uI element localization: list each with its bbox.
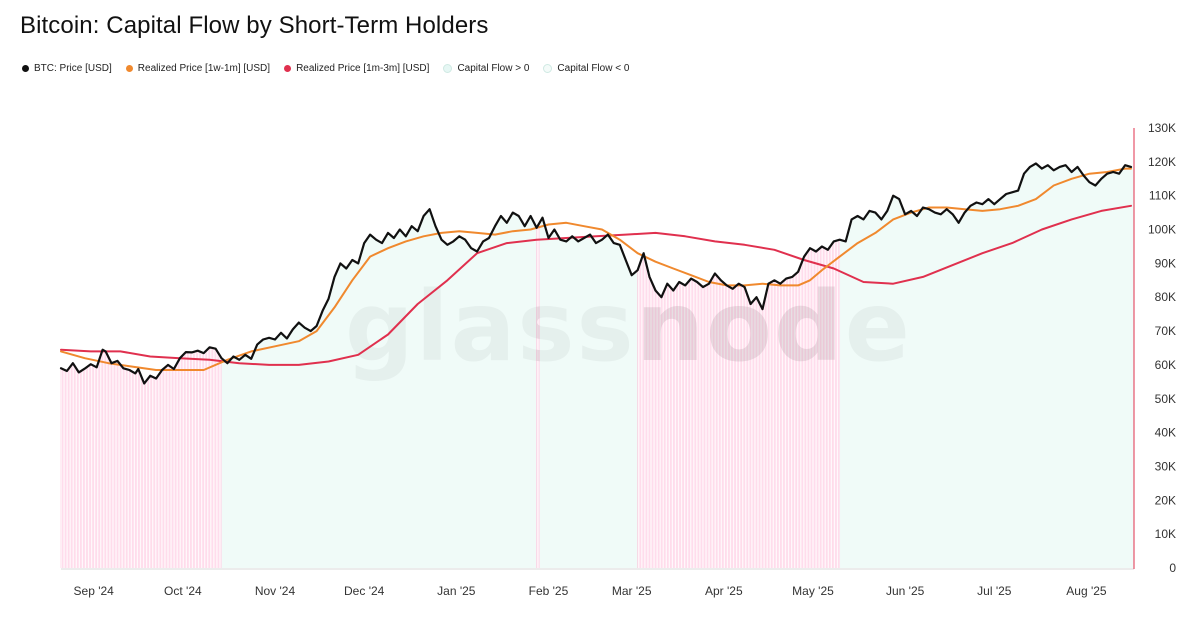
y-tick-label: 90K [1155, 256, 1176, 270]
legend-swatch-realized-1w-1m [125, 65, 133, 72]
y-tick-label: 40K [1155, 426, 1176, 440]
x-tick-label: Jul '25 [977, 584, 1012, 598]
y-tick-label: 130K [1148, 121, 1176, 135]
y-tick-label: 0 [1169, 561, 1176, 575]
x-tick-label: Sep '24 [74, 584, 115, 598]
chart-legend: BTC: Price [USD] Realized Price [1w-1m] … [22, 63, 629, 74]
legend-label-capital-flow-positive: Capital Flow > 0 [457, 63, 530, 74]
x-tick-label: Apr '25 [705, 584, 743, 598]
x-axis-ticks: Sep '24 Oct '24 Nov '24 Dec '24 Jan '25 Feb '… [74, 584, 1107, 598]
btc-price-line [59, 162, 1133, 385]
legend-label-realized-1m-3m: Realized Price [1m-3m] [USD] [296, 63, 430, 74]
legend-item-btc-price[interactable]: BTC: Price [USD] [22, 63, 112, 74]
y-tick-label: 50K [1155, 392, 1176, 406]
y-tick-label: 80K [1155, 290, 1176, 304]
x-tick-label: Aug '25 [1066, 584, 1107, 598]
y-tick-label: 60K [1155, 358, 1176, 372]
legend-item-capital-flow-positive[interactable]: Capital Flow > 0 [443, 63, 529, 74]
y-tick-label: 10K [1155, 527, 1176, 541]
axes-layer [61, 128, 1135, 570]
capital-flow-positive-area-3 [539, 217, 638, 568]
realized-price-1w-1m-line [60, 167, 1132, 371]
legend-label-btc-price: BTC: Price [USD] [34, 63, 112, 74]
legend-item-realized-1m-3m[interactable]: Realized Price [1m-3m] [USD] [284, 63, 429, 74]
x-tick-label: May '25 [792, 584, 834, 598]
capital-flow-positive-area-5 [839, 163, 1134, 569]
y-tick-label: 20K [1155, 493, 1176, 507]
realized-price-1m-3m-line [60, 204, 1132, 366]
legend-item-realized-1w-1m[interactable]: Realized Price [1w-1m] [USD] [125, 63, 271, 74]
legend-swatch-realized-1m-3m [284, 65, 292, 72]
legend-swatch-capital-flow-positive [443, 64, 453, 73]
chart-title: Bitcoin: Capital Flow by Short-Term Hold… [20, 12, 489, 39]
capital-flow-layer [60, 163, 1134, 569]
x-tick-label: Nov '24 [255, 584, 296, 598]
y-tick-label: 110K [1149, 189, 1176, 203]
y-tick-label: 120K [1148, 155, 1176, 169]
legend-label-realized-1w-1m: Realized Price [1w-1m] [USD] [137, 63, 271, 74]
y-axis-ticks: 0 10K 20K 30K 40K 50K 60K 70K 80K 90K 100K 110K 120K… [1148, 121, 1176, 575]
capital-flow-positive-area-1 [221, 209, 537, 568]
legend-item-capital-flow-negative[interactable]: Capital Flow < 0 [543, 63, 629, 74]
y-tick-label: 100K [1148, 223, 1176, 237]
capital-flow-negative-group-4 [637, 239, 841, 568]
x-tick-label: Oct '24 [164, 584, 202, 598]
x-tick-label: Dec '24 [344, 584, 385, 598]
legend-swatch-btc-price [22, 65, 29, 72]
y-tick-label: 70K [1155, 324, 1176, 338]
series-layer [59, 162, 1133, 385]
legend-swatch-capital-flow-negative [543, 64, 553, 73]
legend-label-capital-flow-negative: Capital Flow < 0 [557, 63, 630, 74]
x-tick-label: Jun '25 [886, 584, 925, 598]
x-tick-label: Feb '25 [529, 584, 569, 598]
x-tick-label: Mar '25 [612, 584, 652, 598]
x-tick-label: Jan '25 [437, 584, 476, 598]
y-tick-label: 30K [1155, 459, 1176, 473]
capital-flow-negative-group-0 [60, 347, 222, 568]
